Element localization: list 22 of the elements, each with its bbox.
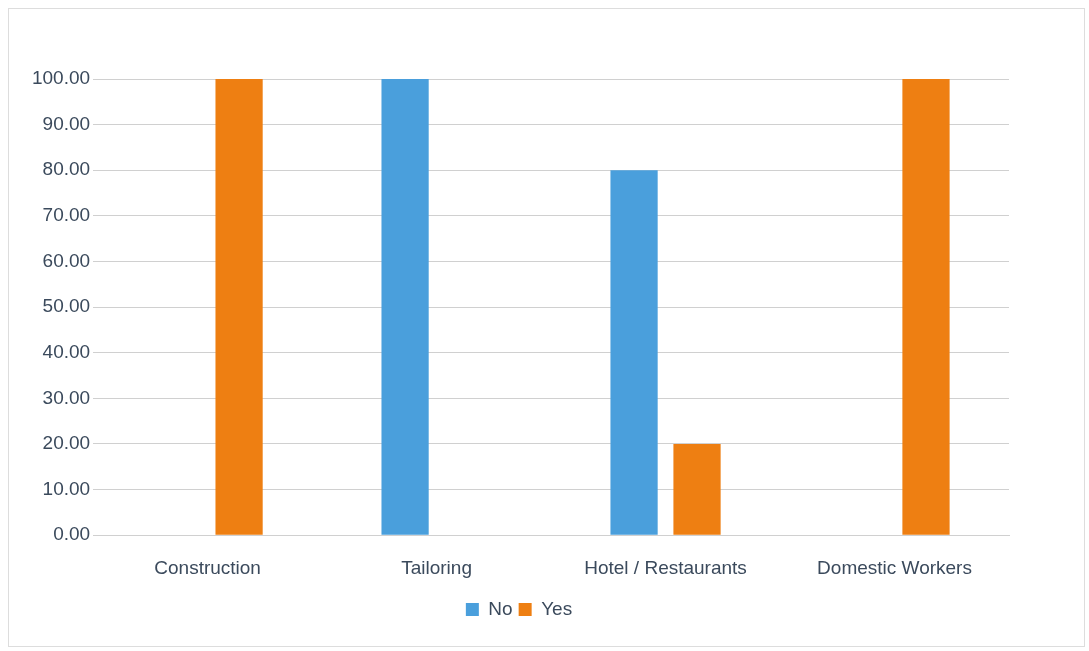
x-tick-label: Tailoring xyxy=(401,556,472,578)
y-tick-label: 70.00 xyxy=(42,204,91,226)
y-tick-label: 10.00 xyxy=(42,477,91,499)
bar xyxy=(673,443,721,535)
y-tick-label: 20.00 xyxy=(42,432,91,454)
y-tick-label: 30.00 xyxy=(42,386,91,408)
bar xyxy=(902,79,950,535)
y-tick-label: 50.00 xyxy=(42,295,91,317)
y-tick-label: 100.00 xyxy=(31,67,91,89)
legend-label: Yes xyxy=(541,597,573,619)
y-tick-label: 80.00 xyxy=(42,158,91,180)
y-tick-label: 40.00 xyxy=(42,340,91,362)
bar xyxy=(215,79,263,535)
x-tick-label: Hotel / Restaurants xyxy=(584,556,747,578)
legend-label: No xyxy=(488,597,513,619)
x-tick-label: Construction xyxy=(154,556,261,578)
bar xyxy=(610,170,658,535)
x-tick-label: Domestic Workers xyxy=(817,556,972,578)
y-tick-label: 60.00 xyxy=(42,249,91,271)
y-tick-label: 0.00 xyxy=(53,523,91,545)
y-tick-label: 90.00 xyxy=(42,112,91,134)
bar xyxy=(381,79,429,535)
